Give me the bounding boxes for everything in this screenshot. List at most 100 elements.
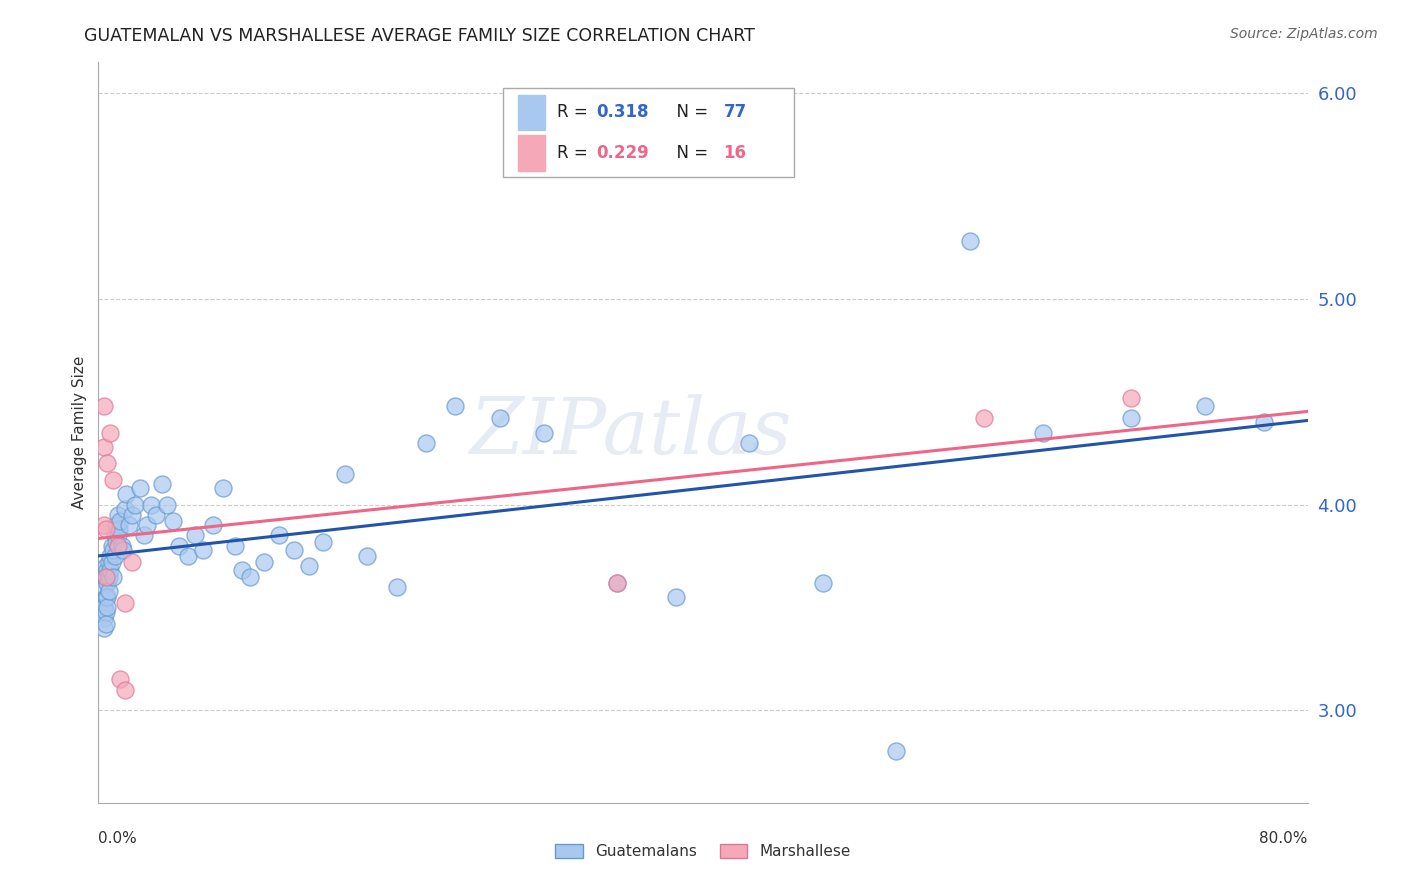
Point [94, 590, 117, 604]
Point [202, 518, 225, 533]
Point [96, 563, 118, 577]
Text: 80.0%: 80.0% [1260, 831, 1308, 846]
Point [111, 539, 134, 553]
Point [94, 605, 117, 619]
Point [96, 575, 118, 590]
Text: R =: R = [557, 103, 593, 121]
Point [665, 590, 688, 604]
Point [606, 575, 628, 590]
Point [488, 411, 510, 425]
Point [253, 555, 276, 569]
Point [1253, 415, 1275, 429]
Point [107, 539, 129, 553]
Point [101, 473, 124, 487]
Point [103, 528, 125, 542]
Point [132, 528, 155, 542]
Point [135, 518, 157, 533]
Point [93, 518, 115, 533]
Point [94, 522, 117, 536]
Point [98, 425, 121, 440]
Point [105, 534, 128, 549]
Point [94, 559, 117, 574]
Text: R =: R = [557, 145, 593, 162]
Point [94, 569, 117, 583]
Point [114, 682, 136, 697]
Point [156, 498, 179, 512]
Point [973, 411, 995, 425]
Point [959, 235, 981, 249]
Point [121, 555, 143, 569]
Point [97, 555, 120, 569]
Text: N =: N = [665, 103, 713, 121]
Text: GUATEMALAN VS MARSHALLESE AVERAGE FAMILY SIZE CORRELATION CHART: GUATEMALAN VS MARSHALLESE AVERAGE FAMILY… [84, 27, 755, 45]
Point [114, 501, 136, 516]
Point [444, 399, 467, 413]
Point [97, 569, 120, 583]
Point [124, 498, 146, 512]
Text: 16: 16 [724, 145, 747, 162]
Point [110, 673, 132, 687]
Point [112, 542, 135, 557]
Point [231, 563, 253, 577]
Text: 77: 77 [724, 103, 747, 121]
Point [145, 508, 167, 522]
Text: Source: ZipAtlas.com: Source: ZipAtlas.com [1230, 27, 1378, 41]
Point [105, 518, 128, 533]
Point [94, 616, 117, 631]
Y-axis label: Average Family Size: Average Family Size [72, 356, 87, 509]
Point [108, 522, 131, 536]
Text: N =: N = [665, 145, 713, 162]
Point [191, 542, 214, 557]
Point [811, 575, 834, 590]
Point [101, 569, 124, 583]
Point [167, 539, 190, 553]
Point [103, 549, 125, 563]
Point [128, 481, 150, 495]
Point [1194, 399, 1216, 413]
Point [97, 584, 120, 599]
Point [96, 457, 118, 471]
Point [93, 440, 115, 454]
Point [1121, 391, 1143, 405]
Point [96, 590, 118, 604]
Point [114, 596, 136, 610]
Point [96, 600, 118, 615]
Point [385, 580, 408, 594]
Point [98, 549, 121, 563]
Bar [517, 136, 544, 171]
Point [1032, 425, 1054, 440]
Point [239, 569, 262, 583]
Point [184, 528, 207, 542]
Point [533, 425, 555, 440]
Point [884, 744, 907, 758]
Point [141, 498, 163, 512]
Point [335, 467, 357, 481]
Point [1121, 411, 1143, 425]
Point [150, 477, 173, 491]
Point [100, 539, 122, 553]
Point [93, 600, 115, 615]
Point [100, 555, 122, 569]
FancyBboxPatch shape [503, 88, 793, 178]
Point [283, 542, 305, 557]
Point [98, 563, 121, 577]
Point [93, 399, 115, 413]
Point [269, 528, 291, 542]
Legend: Guatemalans, Marshallese: Guatemalans, Marshallese [550, 838, 856, 865]
Point [93, 610, 115, 624]
Point [118, 518, 141, 533]
Point [162, 514, 184, 528]
Text: ZIPatlas: ZIPatlas [470, 394, 792, 471]
Bar [517, 95, 544, 130]
Point [177, 549, 200, 563]
Point [212, 481, 235, 495]
Point [297, 559, 319, 574]
Point [312, 534, 335, 549]
Text: 0.318: 0.318 [596, 103, 650, 121]
Text: 0.0%: 0.0% [98, 831, 138, 846]
Point [606, 575, 628, 590]
Point [356, 549, 378, 563]
Point [415, 436, 437, 450]
Point [115, 487, 138, 501]
Point [93, 621, 115, 635]
